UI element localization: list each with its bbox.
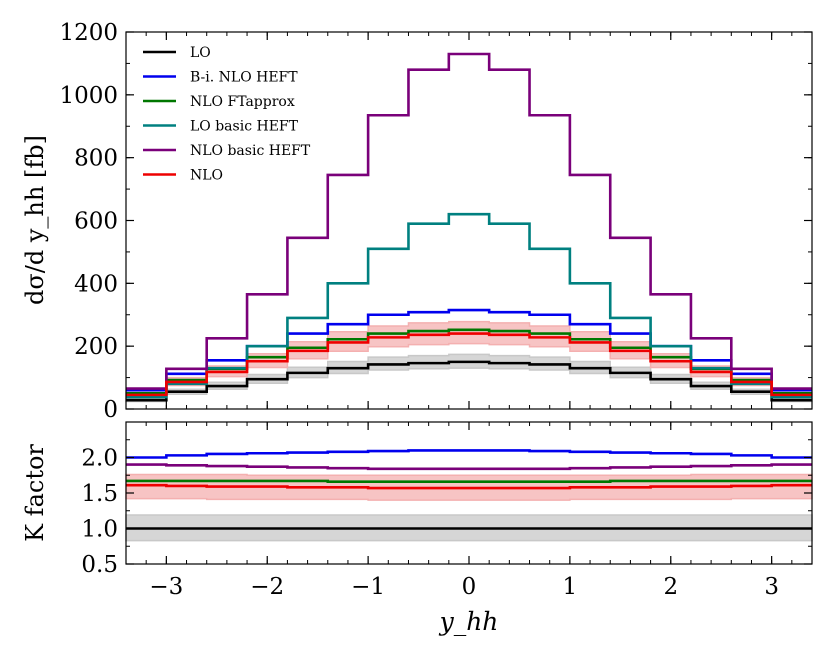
main-ytick-label: 1200: [59, 20, 118, 46]
xtick-label: −1: [351, 574, 385, 600]
main-y-axis-title: dσ/d y_hh [fb]: [21, 135, 49, 305]
main-ytick-label: 200: [74, 334, 118, 360]
main-ytick-label: 400: [74, 271, 118, 297]
xtick-label: 2: [663, 574, 678, 600]
main-ytick-label: 0: [103, 397, 118, 423]
ratio-line-b-i-nlo-heft: [126, 449, 812, 459]
legend: LO B-i. NLO HEFT NLO FTapprox LO basic HEFT…: [143, 45, 311, 184]
legend-label-nlo: NLO: [190, 168, 223, 184]
main-plot-frame: [125, 31, 813, 410]
main-line-lo-basic-heft: [126, 212, 812, 399]
legend-label-nlo-basic-heft: NLO basic HEFT: [190, 143, 311, 159]
ratio-series-lines: [126, 449, 812, 530]
main-ytick-label: 1000: [59, 83, 118, 109]
ratio-line-nlo-ftapprox: [126, 479, 812, 483]
legend-label-nlo-ftapprox: NLO FTapprox: [190, 94, 295, 110]
main-ytick-label: 800: [74, 146, 118, 172]
legend-label-lo-basic-heft: LO basic HEFT: [190, 119, 299, 135]
xtick-label: −2: [250, 574, 284, 600]
main-y-axis-title-text: dσ/d y_hh [fb]: [21, 135, 49, 305]
ratio-ytick-label: 0.5: [81, 552, 118, 578]
ratio-y-axis-title-text: K factor: [21, 444, 49, 542]
xtick-label: 0: [462, 574, 477, 600]
legend-label-b-i-nlo-heft: B-i. NLO HEFT: [190, 70, 298, 86]
ratio-y-axis-title: K factor: [21, 444, 49, 542]
main-line-nlo-basic-heft: [126, 52, 812, 390]
xtick-label: −3: [149, 574, 183, 600]
xtick-label: 3: [764, 574, 779, 600]
ratio-line-nlo-basic-heft: [126, 463, 812, 471]
xtick-label: 1: [563, 574, 578, 600]
ratio-plot-frame: [125, 421, 813, 565]
main-line-lo: [126, 360, 812, 402]
main-line-nlo: [126, 332, 812, 397]
legend-label-lo: LO: [190, 45, 211, 61]
x-axis-title: y_hh: [439, 607, 499, 636]
ratio-ytick-label: 2.0: [81, 446, 118, 472]
main-series-lines: [126, 52, 812, 402]
main-ytick-label: 600: [74, 209, 118, 235]
axis-ticks: 0 200 400 600 800 1000 1200 0.5 1.0 1.5 2.0 −3 −2 −1 0…: [59, 20, 813, 600]
ratio-ytick-label: 1.5: [81, 481, 118, 507]
ratio-ytick-label: 1.0: [81, 517, 118, 543]
ratio-line-nlo: [126, 483, 812, 490]
ratio-uncertainty-bands: [125, 473, 813, 542]
